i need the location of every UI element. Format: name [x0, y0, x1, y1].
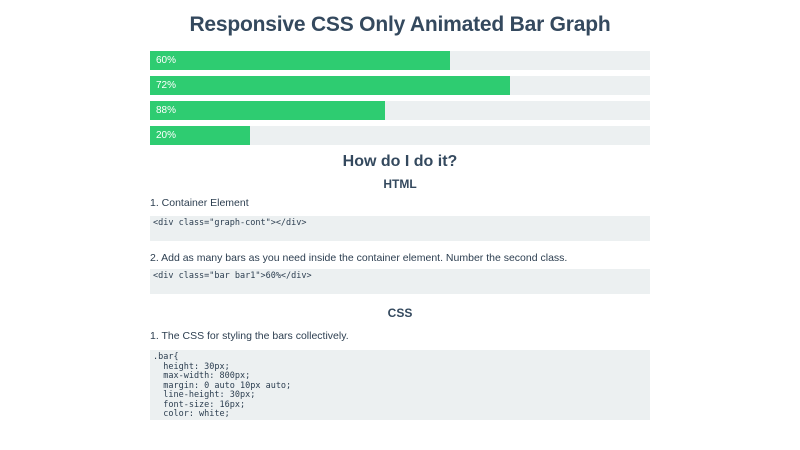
css-step-1-code: .bar{ height: 30px; max-width: 800px; ma… — [150, 350, 650, 420]
page-title: Responsive CSS Only Animated Bar Graph — [189, 13, 611, 36]
html-section-heading: HTML — [383, 177, 417, 191]
html-step-2-text: 2. Add as many bars as you need inside t… — [150, 252, 568, 264]
bar-track-2: 72% — [150, 76, 650, 95]
bar-track-4: 20% — [150, 126, 650, 145]
howto-heading: How do I do it? — [342, 153, 458, 170]
bar-graph: 60% 72% 88% 20% — [150, 51, 650, 145]
bar-track-3: 88% — [150, 101, 650, 120]
bar-1: 60% — [150, 51, 450, 70]
html-step-1-code: <div class="graph-cont"></div> — [150, 216, 650, 241]
html-step-2-code: <div class="bar bar1">60%</div> — [150, 269, 650, 294]
css-section-heading: CSS — [387, 306, 413, 320]
bar-2: 72% — [150, 76, 510, 95]
page-container: Responsive CSS Only Animated Bar Graph 6… — [150, 0, 650, 420]
bar-3: 88% — [150, 101, 385, 120]
css-step-1-text: 1. The CSS for styling the bars collecti… — [150, 330, 349, 342]
html-step-1-text: 1. Container Element — [150, 197, 249, 209]
bar-4: 20% — [150, 126, 250, 145]
bar-track-1: 60% — [150, 51, 650, 70]
